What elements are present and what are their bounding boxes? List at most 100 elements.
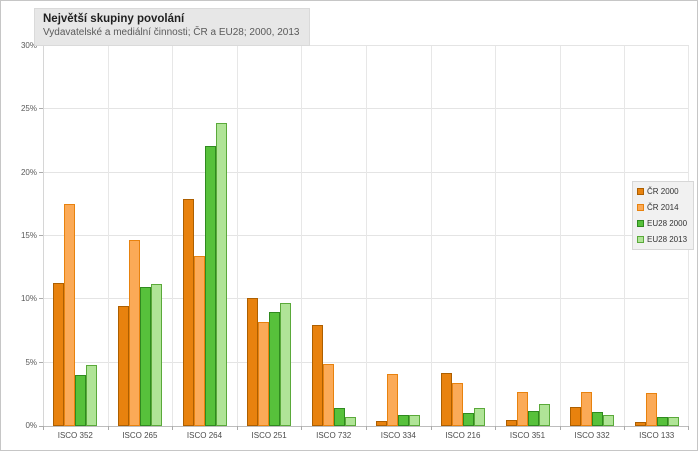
y-axis-label-0: 0% — [25, 421, 37, 430]
bar-r-2014-isco-251 — [258, 322, 270, 426]
legend-swatch-eu28-2000 — [637, 220, 644, 227]
y-axis-tick — [39, 171, 43, 173]
bar-r-2014-isco-216 — [451, 382, 463, 426]
chart-subtitle: Vydavatelské a mediální činnosti; ČR a E… — [43, 27, 300, 39]
x-axis-tick — [172, 426, 173, 430]
bar-r-2000-isco-351 — [505, 419, 517, 426]
x-axis-label-isco-332: ISCO 332 — [574, 431, 610, 440]
gridline-v-7 — [495, 46, 496, 426]
x-axis-tick — [624, 426, 625, 430]
gridline-v-1 — [108, 46, 109, 426]
bar-r-2000-isco-264 — [182, 199, 194, 426]
bar-eu28-2000-isco-351 — [527, 410, 539, 426]
legend-label-r-2000: ČR 2000 — [647, 187, 679, 196]
gridline-v-5 — [366, 46, 367, 426]
bar-r-2000-isco-133 — [634, 422, 646, 426]
x-axis-label-isco-352: ISCO 352 — [57, 431, 93, 440]
chart-title-box: Největší skupiny povolání Vydavatelské a… — [34, 8, 311, 46]
legend-label-r-2014: ČR 2014 — [647, 203, 679, 212]
gridline-h-30 — [43, 45, 689, 46]
bar-eu28-2013-isco-216 — [473, 408, 485, 426]
bar-eu28-2013-isco-732 — [344, 417, 356, 426]
bar-eu28-2013-isco-251 — [280, 303, 292, 426]
y-axis-tick — [39, 361, 43, 363]
y-axis-label-30: 30% — [20, 41, 37, 50]
plot-area — [43, 45, 689, 427]
bar-r-2000-isco-216 — [440, 372, 452, 426]
legend-item-eu28-2013: EU28 2013 — [637, 235, 690, 244]
bar-r-2000-isco-251 — [247, 298, 259, 426]
x-axis-tick — [688, 426, 689, 430]
bar-eu28-2013-isco-351 — [538, 404, 550, 426]
bar-eu28-2000-isco-264 — [204, 146, 216, 426]
gridline-v-6 — [431, 46, 432, 426]
bar-eu28-2000-isco-732 — [333, 408, 345, 426]
x-axis-label-isco-251: ISCO 251 — [251, 431, 287, 440]
bar-r-2014-isco-334 — [387, 374, 399, 426]
gridline-v-3 — [237, 46, 238, 426]
x-axis-label-isco-264: ISCO 264 — [186, 431, 223, 440]
bar-eu28-2000-isco-334 — [398, 414, 410, 426]
y-axis-label-5: 5% — [25, 357, 37, 367]
y-axis-label-20: 20% — [20, 167, 37, 177]
bar-r-2014-isco-352 — [64, 204, 76, 426]
bar-eu28-2000-isco-332 — [592, 412, 604, 426]
x-axis-tick — [237, 426, 238, 430]
chart-title: Největší skupiny povolání — [43, 13, 185, 25]
legend-item-r-2014: ČR 2014 — [637, 203, 690, 212]
bar-eu28-2000-isco-251 — [269, 312, 281, 426]
bar-r-2000-isco-352 — [53, 282, 65, 426]
bar-r-2014-isco-265 — [128, 239, 140, 426]
bar-eu28-2013-isco-264 — [215, 123, 227, 426]
bar-r-2000-isco-332 — [570, 407, 582, 426]
bar-r-2000-isco-732 — [311, 324, 323, 426]
y-axis-tick — [39, 108, 43, 110]
x-axis-label-isco-133: ISCO 133 — [639, 431, 675, 440]
gridline-v-8 — [560, 46, 561, 426]
y-axis-label-25: 25% — [20, 104, 37, 114]
legend-item-r-2000: ČR 2000 — [637, 187, 690, 196]
x-axis-tick — [366, 426, 367, 430]
x-axis-label-isco-265: ISCO 265 — [122, 431, 158, 440]
bar-r-2000-isco-334 — [376, 420, 388, 426]
bar-eu28-2013-isco-133 — [667, 417, 679, 426]
bar-r-2014-isco-732 — [322, 363, 334, 426]
x-axis-label-isco-216: ISCO 216 — [445, 431, 481, 440]
gridline-v-9 — [624, 46, 625, 426]
bar-r-2014-isco-133 — [645, 393, 657, 426]
bar-r-2000-isco-265 — [117, 305, 129, 426]
x-axis-tick — [495, 426, 496, 430]
legend-swatch-eu28-2013 — [637, 236, 644, 243]
legend-swatch-r-2000 — [637, 188, 644, 195]
bar-eu28-2013-isco-332 — [603, 414, 615, 426]
x-axis-label-isco-732: ISCO 732 — [316, 431, 352, 440]
legend-item-eu28-2000: EU28 2000 — [637, 219, 690, 228]
x-axis-tick — [431, 426, 432, 430]
bar-eu28-2000-isco-216 — [462, 413, 474, 426]
bar-eu28-2000-isco-133 — [656, 417, 668, 426]
legend-label-eu28-2000: EU28 2000 — [647, 219, 688, 228]
legend: ČR 2000 ČR 2014 EU28 2000 EU28 2013 — [632, 181, 694, 250]
y-axis-tick — [39, 426, 43, 427]
gridline-v-2 — [172, 46, 173, 426]
bar-r-2014-isco-332 — [581, 391, 593, 426]
x-axis-label-isco-334: ISCO 334 — [380, 431, 416, 440]
x-axis-tick — [301, 426, 302, 430]
gridline-v-0 — [43, 46, 44, 426]
y-axis-tick — [39, 298, 43, 300]
x-axis-tick — [108, 426, 109, 430]
x-axis-tick — [43, 426, 44, 430]
legend-swatch-r-2014 — [637, 204, 644, 211]
bar-r-2014-isco-264 — [193, 256, 205, 426]
bar-eu28-2013-isco-334 — [409, 414, 421, 426]
bar-eu28-2000-isco-352 — [75, 375, 87, 426]
bar-eu28-2000-isco-265 — [139, 286, 151, 426]
y-axis-tick — [39, 235, 43, 236]
y-axis-label-10: 10% — [20, 294, 37, 304]
bar-eu28-2013-isco-265 — [150, 284, 162, 426]
bar-r-2014-isco-351 — [516, 391, 528, 426]
x-axis-label-isco-351: ISCO 351 — [509, 431, 546, 440]
y-axis-label-15: 15% — [20, 231, 37, 240]
legend-label-eu28-2013: EU28 2013 — [647, 235, 688, 244]
